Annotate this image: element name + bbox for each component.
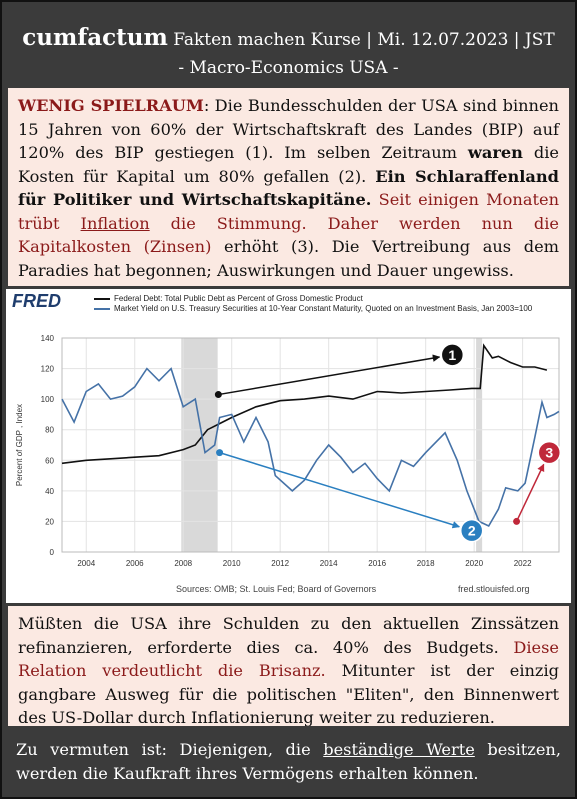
y-tick-label: 120: [41, 365, 55, 374]
legend: Federal Debt: Total Public Debt as Perce…: [94, 294, 554, 313]
text-run: Seit einigen Monaten trübt: [18, 190, 559, 233]
logo: FRED: [12, 291, 61, 311]
text-run: Inflation: [80, 213, 150, 233]
annotation-arrow: [515, 463, 545, 522]
legend-label: Market Yield on U.S. Treasury Securities…: [114, 303, 533, 313]
text-run: die Kosten für Kapital um 80% gefallen (…: [18, 143, 559, 186]
x-tick-label: 2010: [223, 559, 241, 568]
chart-svg: FRED Percent of GDP , Index Sources: OMB…: [12, 291, 562, 594]
brand: cumfactum: [22, 24, 168, 51]
tagline: Fakten machen Kurse | Mi. 12.07.2023 | J…: [167, 30, 555, 50]
annotation-label: 3: [545, 445, 553, 461]
x-tick-label: 2016: [368, 559, 386, 568]
annotation-arrow: [218, 354, 441, 396]
outro-text: Müßten die USA ihre Schulden zu den aktu…: [8, 606, 569, 726]
y-tick-label: 40: [45, 487, 54, 496]
x-tick-label: 2020: [465, 559, 483, 568]
y-tick-label: 100: [41, 395, 55, 404]
text-run: besitzen, werden die Kaufkraft ihres Ver…: [16, 740, 561, 783]
data-line: [61, 367, 560, 528]
plot-frame: [61, 337, 560, 553]
y-tick-label: 0: [50, 548, 55, 557]
annotation-label: 2: [468, 523, 476, 539]
source-url: fred.stlouisfed.org: [458, 584, 530, 594]
annotation-dot: [513, 517, 521, 525]
intro-text: WENIG SPIELRAUM: Die Bundesschulden der …: [8, 88, 569, 286]
annotation-badge: [440, 343, 465, 367]
text-run: die Stimmung. Daher werden nun die Kapit…: [18, 213, 559, 257]
annotation-label: 1: [448, 347, 456, 363]
y-axis-label: Percent of GDP , Index: [15, 404, 24, 486]
x-tick-label: 2022: [514, 559, 532, 568]
text-run: Mitunter ist der einzig gangbare Ausweg …: [18, 661, 559, 726]
legend-label: Federal Debt: Total Public Debt as Perce…: [114, 294, 363, 303]
legend-entry: Market Yield on U.S. Treasury Securities…: [94, 304, 554, 314]
chart: FRED Percent of GDP , Index Sources: OMB…: [6, 289, 571, 603]
legend-swatch: [94, 298, 110, 300]
annotation-dot: [216, 449, 224, 457]
legend-swatch: [94, 307, 110, 310]
legend-entry: Federal Debt: Total Public Debt as Perce…: [94, 294, 554, 304]
x-tick-label: 2006: [126, 559, 144, 568]
text-run: Diese Relation verdeutlicht die Brisanz.: [18, 637, 559, 681]
text-run: Müßten die USA ihre Schulden zu den aktu…: [18, 614, 559, 657]
header: cumfactum Fakten machen Kurse | Mi. 12.0…: [2, 2, 575, 86]
x-tick-label: 2008: [174, 559, 192, 568]
recession-band: [476, 338, 483, 552]
x-tick-label: 2004: [77, 559, 95, 568]
subtitle: - Macro-Economics USA -: [178, 58, 399, 78]
text-run: : Die Bundesschulden der USA sind binnen…: [18, 96, 559, 162]
annotation-badge: [537, 440, 562, 465]
recession-band: [181, 338, 218, 552]
annotation-badge: [459, 518, 484, 543]
y-tick-label: 60: [45, 456, 54, 465]
y-tick-label: 20: [45, 517, 54, 526]
y-tick-label: 80: [45, 426, 54, 435]
footer: Zu vermuten ist: Diejenigen, die beständ…: [2, 730, 575, 797]
annotation-arrow: [219, 451, 461, 529]
text-run: waren: [467, 143, 523, 162]
header-line: cumfactum Fakten machen Kurse | Mi. 12.0…: [2, 24, 575, 51]
text-run: erhöht (3). Die Vertreibung aus dem Para…: [18, 237, 559, 280]
x-tick-label: 2018: [417, 559, 435, 568]
text-run: Zu vermuten ist: Diejenigen, die: [16, 740, 324, 759]
text-run: Ein Schlaraffenland für Politiker und Wi…: [18, 166, 559, 210]
data-line: [61, 343, 548, 465]
text-run: beständige Werte: [323, 740, 475, 759]
source: Sources: OMB; St. Louis Fed; Board of Go…: [176, 584, 377, 594]
annotation-dot: [214, 391, 222, 399]
text-run: WENIG SPIELRAUM: [18, 96, 204, 115]
x-tick-label: 2012: [271, 559, 289, 568]
x-tick-label: 2014: [320, 559, 338, 568]
y-tick-label: 140: [41, 334, 55, 343]
